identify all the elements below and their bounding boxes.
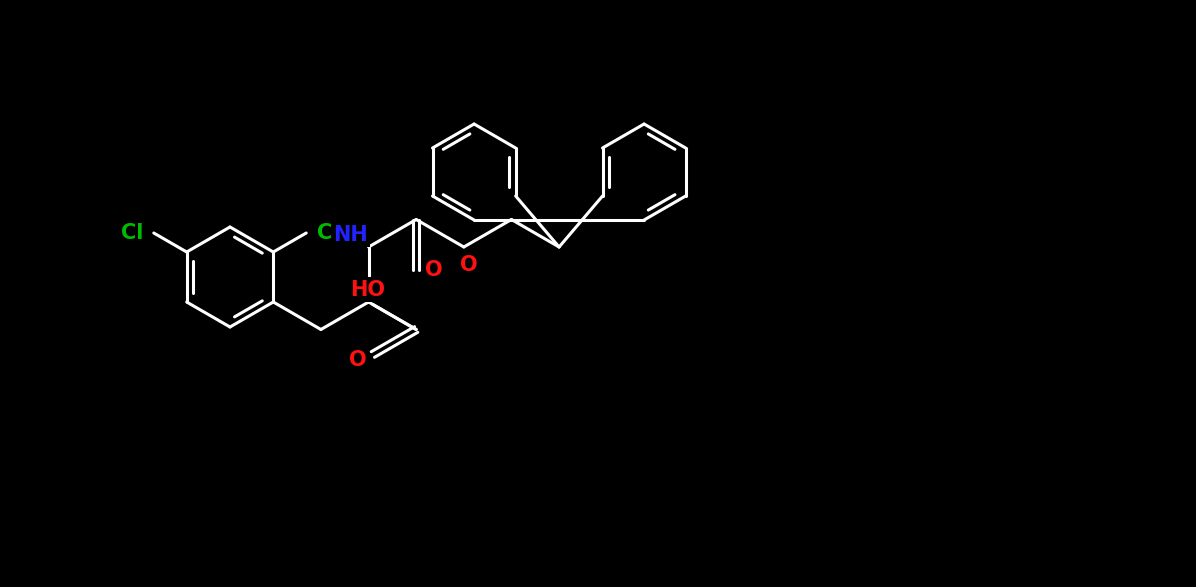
Text: Cl: Cl [317, 223, 340, 243]
Text: O: O [426, 259, 443, 279]
Text: O: O [460, 255, 477, 275]
Text: O: O [349, 349, 367, 369]
Text: Cl: Cl [121, 223, 144, 243]
Text: HO: HO [350, 279, 385, 299]
Text: NH: NH [334, 225, 368, 245]
